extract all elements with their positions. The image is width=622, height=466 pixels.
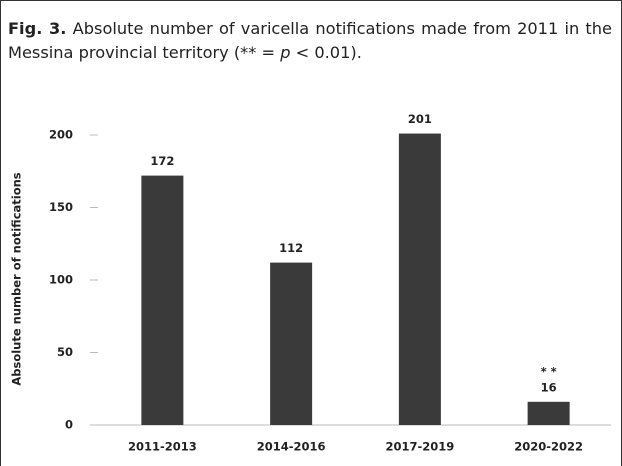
y-tick-label: 150: [49, 200, 73, 214]
x-tick-label: 2017-2019: [385, 440, 454, 454]
bar: [270, 262, 313, 425]
y-tick-label: 100: [49, 273, 73, 287]
bar: [398, 133, 441, 426]
caption-text: < 0.01).: [290, 43, 362, 62]
bar: [141, 175, 184, 425]
value-label: 172: [150, 154, 174, 168]
x-tick-label: 2020-2022: [514, 440, 583, 454]
x-tick-label: 2011-2013: [128, 440, 197, 454]
caption-label: Fig. 3.: [8, 19, 67, 38]
caption: Fig. 3. Absolute number of varicella not…: [8, 17, 612, 65]
value-label: 16: [541, 380, 557, 394]
x-tick-label: 2014-2016: [257, 440, 326, 454]
annotation: * *: [541, 364, 557, 378]
y-tick-label: 0: [65, 418, 73, 432]
y-axis-title: Absolute number of notifications: [10, 172, 24, 385]
value-label: 112: [279, 241, 303, 255]
y-tick-label: 200: [49, 128, 73, 142]
y-tick-label: 50: [57, 345, 73, 359]
caption-text: Absolute number of varicella notificatio…: [8, 19, 612, 62]
bar: [527, 401, 570, 425]
caption-p: p: [280, 43, 291, 62]
value-label: 201: [408, 112, 432, 126]
